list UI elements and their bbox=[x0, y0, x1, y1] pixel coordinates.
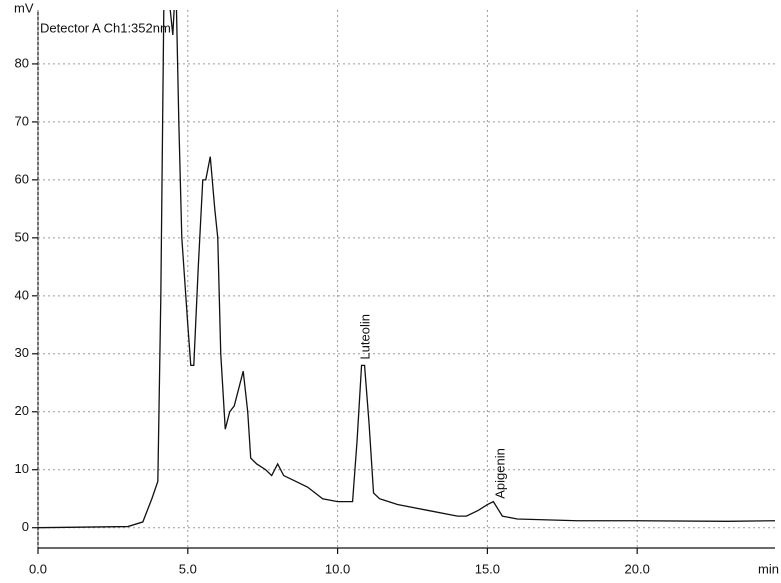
y-tick-label: 40 bbox=[15, 287, 29, 302]
x-tick-label: 5.0 bbox=[179, 561, 197, 576]
peak-label: Luteolin bbox=[357, 314, 372, 360]
y-tick-label: 70 bbox=[15, 113, 29, 128]
x-tick-label: 0.0 bbox=[29, 561, 47, 576]
chart-title: Detector A Ch1:352nm bbox=[40, 20, 171, 35]
y-tick-label: 60 bbox=[15, 171, 29, 186]
y-tick-label: 30 bbox=[15, 345, 29, 360]
signal-trace bbox=[38, 10, 775, 529]
y-tick-label: 0 bbox=[22, 519, 29, 534]
x-axis-label: min bbox=[758, 561, 779, 576]
y-tick-label: 50 bbox=[15, 229, 29, 244]
x-tick-label: 10.0 bbox=[325, 561, 350, 576]
y-tick-label: 20 bbox=[15, 403, 29, 418]
x-tick-label: 20.0 bbox=[625, 561, 650, 576]
y-tick-label: 80 bbox=[15, 55, 29, 70]
peak-label: Apigenin bbox=[492, 448, 507, 499]
y-axis-label: mV bbox=[14, 0, 34, 15]
y-tick-label: 10 bbox=[15, 461, 29, 476]
x-tick-label: 15.0 bbox=[475, 561, 500, 576]
